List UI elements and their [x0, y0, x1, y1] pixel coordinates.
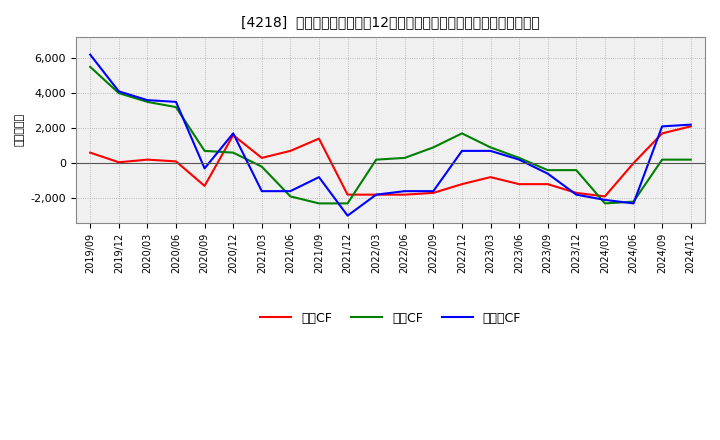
フリーCF: [86, 52, 94, 57]
フリーCF: [143, 98, 152, 103]
フリーCF: [458, 148, 467, 154]
フリーCF: [171, 99, 180, 105]
投資CF: [400, 155, 409, 161]
営業CF: [200, 183, 209, 188]
フリーCF: [372, 192, 380, 197]
投資CF: [544, 168, 552, 173]
フリーCF: [686, 122, 695, 127]
投資CF: [515, 155, 523, 161]
投資CF: [286, 194, 294, 199]
営業CF: [171, 159, 180, 164]
投資CF: [258, 164, 266, 169]
投資CF: [486, 145, 495, 150]
営業CF: [143, 157, 152, 162]
営業CF: [258, 155, 266, 161]
投資CF: [143, 99, 152, 105]
フリーCF: [515, 157, 523, 162]
投資CF: [658, 157, 667, 162]
営業CF: [458, 182, 467, 187]
投資CF: [572, 168, 580, 173]
フリーCF: [400, 188, 409, 194]
営業CF: [429, 190, 438, 195]
営業CF: [600, 194, 609, 199]
投資CF: [229, 150, 238, 155]
営業CF: [229, 132, 238, 138]
フリーCF: [343, 213, 352, 218]
フリーCF: [486, 148, 495, 154]
営業CF: [486, 175, 495, 180]
フリーCF: [315, 175, 323, 180]
投資CF: [372, 157, 380, 162]
Line: フリーCF: フリーCF: [90, 55, 690, 216]
フリーCF: [429, 188, 438, 194]
投資CF: [429, 145, 438, 150]
フリーCF: [114, 89, 123, 94]
投資CF: [86, 64, 94, 70]
投資CF: [458, 131, 467, 136]
フリーCF: [629, 201, 638, 206]
投資CF: [171, 104, 180, 110]
営業CF: [343, 192, 352, 197]
Line: 営業CF: 営業CF: [90, 126, 690, 196]
フリーCF: [286, 188, 294, 194]
Legend: 営業CF, 投資CF, フリーCF: 営業CF, 投資CF, フリーCF: [255, 307, 526, 330]
投資CF: [315, 201, 323, 206]
投資CF: [114, 91, 123, 96]
営業CF: [544, 182, 552, 187]
フリーCF: [572, 192, 580, 197]
フリーCF: [258, 188, 266, 194]
営業CF: [315, 136, 323, 141]
投資CF: [200, 148, 209, 154]
フリーCF: [200, 166, 209, 171]
投資CF: [600, 201, 609, 206]
フリーCF: [600, 197, 609, 202]
投資CF: [629, 199, 638, 204]
投資CF: [343, 201, 352, 206]
フリーCF: [229, 131, 238, 136]
フリーCF: [658, 124, 667, 129]
営業CF: [572, 190, 580, 195]
Line: 投資CF: 投資CF: [90, 67, 690, 203]
営業CF: [515, 182, 523, 187]
Title: [4218]  キャッシュフローの12か月移動合計の対前年同期増減額の推移: [4218] キャッシュフローの12か月移動合計の対前年同期増減額の推移: [241, 15, 540, 29]
営業CF: [686, 124, 695, 129]
フリーCF: [544, 171, 552, 176]
営業CF: [286, 148, 294, 154]
営業CF: [658, 131, 667, 136]
Y-axis label: （百万円）: （百万円）: [15, 114, 25, 147]
営業CF: [372, 192, 380, 197]
営業CF: [629, 161, 638, 166]
投資CF: [686, 157, 695, 162]
営業CF: [114, 160, 123, 165]
営業CF: [86, 150, 94, 155]
営業CF: [400, 192, 409, 197]
